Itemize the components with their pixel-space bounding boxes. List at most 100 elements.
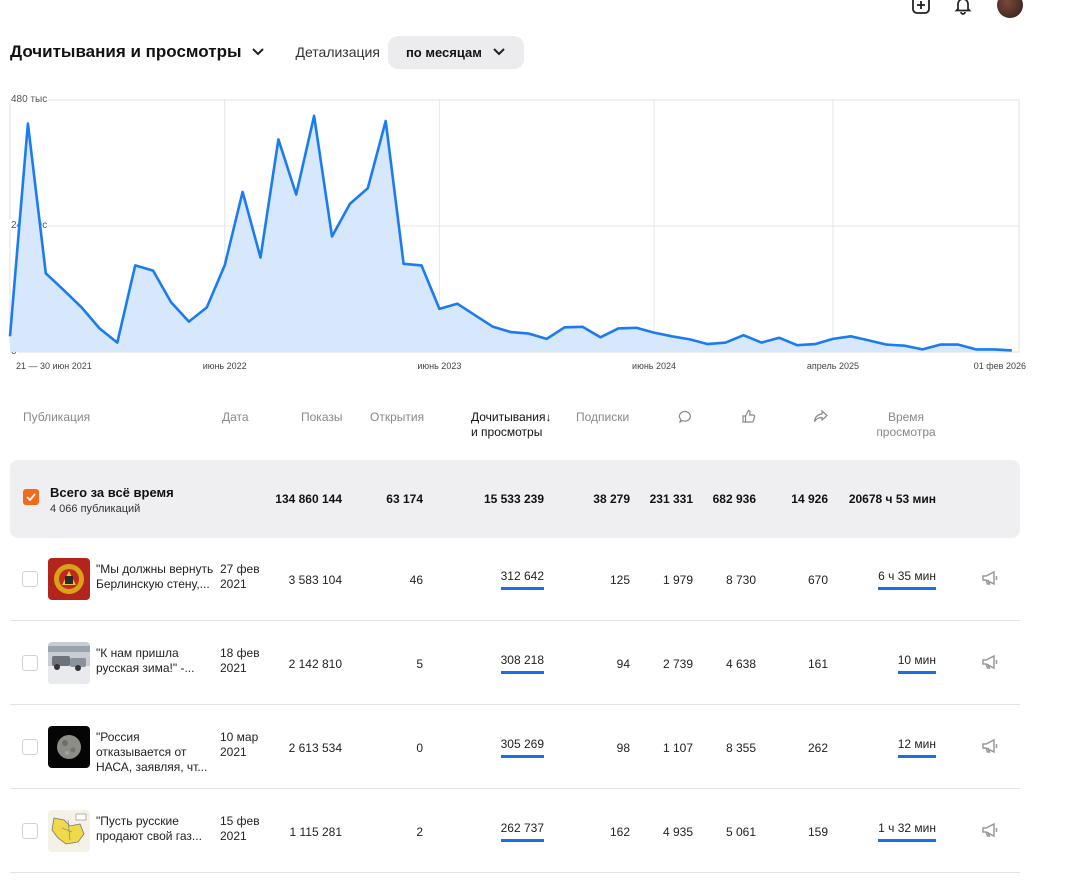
total-reads: 15 533 239 [483,492,544,506]
thumbnail-snow[interactable] [48,642,90,684]
cell-shares: 670 [807,573,828,587]
top-toolbar [909,0,1023,18]
cell-comments: 4 935 [662,825,693,839]
date-year: 2021 [220,577,247,591]
total-count: 4 066 публикаций [50,503,141,515]
table-row[interactable]: "К нам пришла русская зима!" -... 18 фев… [10,621,1020,705]
thumbnail-map[interactable] [48,810,90,852]
megaphone-icon[interactable] [980,737,1000,755]
cell-subs: 125 [609,573,630,587]
publication-title[interactable]: "Россия отказывается от НАСА, заявляя, ч… [96,730,208,774]
cell-time[interactable]: 1 ч 32 мин [878,821,936,842]
column-time-label-1: Время [887,410,925,424]
cell-shows: 2 142 810 [288,657,342,671]
column-reads-label-1: Дочитывания [471,410,546,424]
publication-title[interactable]: "Мы должны вернуть Берлинскую стену,... [96,562,214,591]
megaphone-icon[interactable] [980,569,1000,587]
total-likes: 682 936 [712,492,756,506]
row-checkbox[interactable] [22,823,38,839]
thumbnail-moon[interactable] [48,726,90,768]
table-row[interactable]: "Мы должны вернуть Берлинскую стену,... … [10,537,1020,621]
column-reads-label-2: и просмотры [471,425,543,439]
cell-opens: 5 [416,657,423,671]
cell-time[interactable]: 6 ч 35 мин [878,569,936,590]
publication-title[interactable]: "Пусть русские продают свой газ... [96,814,202,843]
add-icon[interactable] [909,0,933,17]
share-icon[interactable] [813,409,828,428]
cell-likes: 4 638 [725,657,756,671]
column-publication[interactable]: Публикация [23,410,91,424]
row-checkbox[interactable] [22,655,38,671]
x-tick-label: июнь 2023 [417,361,461,371]
column-date[interactable]: Дата [222,410,249,424]
total-time: 20678 ч 53 мин [848,492,936,506]
cell-reads[interactable]: 312 642 [500,569,544,590]
sort-arrow-icon: ↓ [545,410,552,424]
total-comments: 231 331 [649,492,693,506]
y-tick-bg [9,93,48,104]
column-shows[interactable]: Показы [301,410,343,424]
column-subs[interactable]: Подписки [576,410,630,424]
bell-icon[interactable] [951,0,975,17]
like-icon[interactable] [741,409,756,428]
total-row: Всего за всё время 4 066 публикаций 134 … [10,460,1020,538]
table-row[interactable]: "Россия отказывается от НАСА, заявляя, ч… [10,705,1020,789]
date-day: 15 фев [220,814,260,828]
total-shares: 14 926 [791,492,828,506]
period-select-value: по месяцам [405,44,482,60]
detail-label: Детализация [295,44,380,60]
avatar[interactable] [997,0,1023,18]
column-time[interactable]: Время просмотра [876,410,936,440]
cell-likes: 8 730 [725,573,756,587]
cell-shares: 159 [807,825,828,839]
cell-time[interactable]: 12 мин [897,737,936,758]
total-subs: 38 279 [593,492,630,506]
chart-header: Дочитывания и просмотры Детализация по м… [10,35,524,69]
column-opens[interactable]: Открытия [370,410,425,424]
publication-date: 15 фев 2021 [220,814,260,844]
chevron-down-icon [493,48,505,56]
row-checkbox[interactable] [22,571,38,587]
row-checkbox[interactable] [22,739,38,755]
x-tick-label: 01 фев 2026 [974,361,1026,371]
cell-shares: 161 [807,657,828,671]
cell-shows: 1 115 281 [289,825,343,839]
cell-opens: 46 [409,573,423,587]
date-day: 18 фев [220,646,260,660]
cell-subs: 98 [616,741,630,755]
date-year: 2021 [220,829,247,843]
column-time-label-2: просмотра [876,425,936,439]
chevron-down-icon[interactable] [251,44,265,62]
column-reads[interactable]: Дочитывания↓ и просмотры [471,410,552,440]
period-select[interactable]: по месяцам [387,35,524,69]
publication-title[interactable]: "К нам пришла русская зима!" -... [96,646,195,675]
publication-date: 18 фев 2021 [220,646,260,676]
cell-opens: 0 [416,741,423,755]
cell-reads[interactable]: 262 737 [500,821,544,842]
date-year: 2021 [220,661,247,675]
megaphone-icon[interactable] [980,821,1000,839]
cell-comments: 2 739 [662,657,693,671]
cell-comments: 1 979 [662,573,693,587]
publication-date: 10 мар 2021 [220,730,258,760]
cell-reads[interactable]: 305 269 [500,737,544,758]
page-title[interactable]: Дочитывания и просмотры [10,42,242,61]
chart-area [10,115,1012,352]
chart-series-line [8,114,1012,352]
x-tick-label: июнь 2024 [632,361,676,371]
total-opens: 63 174 [386,492,423,506]
cell-time[interactable]: 10 мин [897,653,936,674]
cell-opens: 2 [416,825,423,839]
cell-subs: 162 [609,825,630,839]
cell-reads[interactable]: 308 218 [500,653,544,674]
y-tick-label: 480 тыс [11,94,47,105]
x-tick-label: 21 — 30 июн 2021 [16,361,92,371]
cell-likes: 8 355 [725,741,756,755]
date-day: 27 фев [220,562,260,576]
megaphone-icon[interactable] [980,653,1000,671]
thumbnail-emblem[interactable] [48,558,90,600]
comment-icon[interactable] [678,410,692,428]
table-row[interactable]: "Пусть русские продают свой газ... 15 фе… [10,789,1020,873]
select-all-checkbox[interactable] [23,489,39,505]
